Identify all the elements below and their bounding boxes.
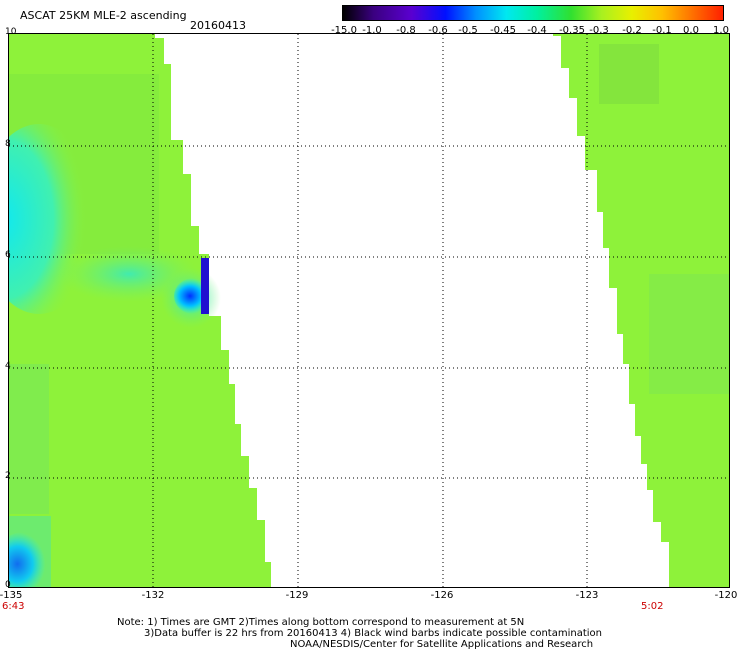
right-swath-shade <box>649 274 729 394</box>
latitude-label: 10 <box>5 27 17 37</box>
colorbar-label: -0.6 <box>428 25 448 36</box>
latitude-label: 6 <box>5 250 11 260</box>
colorbar-label: -0.45 <box>490 25 516 36</box>
map-plot <box>8 33 730 588</box>
longitude-label: -132 <box>141 590 165 601</box>
left-swath-shade <box>9 364 49 514</box>
note-line-1: Note: 1) Times are GMT 2)Times along bot… <box>117 617 525 628</box>
colorbar <box>342 5 724 21</box>
right-swath-shade <box>599 44 659 104</box>
latitude-label: 0 <box>5 580 11 590</box>
colorbar-label: -0.8 <box>396 25 416 36</box>
latitude-label: 4 <box>5 361 11 371</box>
wind-swath-map <box>9 34 729 587</box>
colorbar-label: -0.35 <box>559 25 585 36</box>
latitude-label: 8 <box>5 139 11 149</box>
note-line-2: 3)Data buffer is 22 hrs from 20160413 4)… <box>144 628 602 639</box>
blue-corner-region <box>9 532 51 587</box>
colorbar-label: 0.0 <box>683 25 699 36</box>
colorbar-label: -1.0 <box>362 25 382 36</box>
graticule <box>9 34 729 587</box>
map-title: ASCAT 25KM MLE-2 ascending <box>20 9 187 22</box>
colorbar-label: -0.2 <box>622 25 642 36</box>
pass-time-right: 5:02 <box>641 601 664 612</box>
colorbar-label: -0.4 <box>527 25 547 36</box>
cyan-corner-region <box>9 516 51 587</box>
longitude-label: -126 <box>430 590 454 601</box>
longitude-label: -123 <box>575 590 599 601</box>
note-line-3: NOAA/NESDIS/Center for Satellite Applica… <box>290 639 594 650</box>
colorbar-labels: -15.0 -1.0 -0.8 -0.6 -0.5 -0.45 -0.4 -0.… <box>0 25 740 39</box>
dark-blue-strip <box>201 258 209 314</box>
colorbar-label: -15.0 <box>331 25 357 36</box>
longitude-label: -120 <box>714 590 738 601</box>
latitude-label: 2 <box>5 471 11 481</box>
map-date: 20160413 <box>190 19 246 32</box>
colorbar-label: 1.0 <box>713 25 729 36</box>
pass-time-left: 6:43 <box>2 601 25 612</box>
longitude-label: -129 <box>285 590 309 601</box>
colorbar-label: -0.5 <box>458 25 478 36</box>
colorbar-label: -0.3 <box>589 25 609 36</box>
longitude-label: -135 <box>0 590 23 601</box>
colorbar-label: -0.1 <box>652 25 672 36</box>
right-swath <box>553 34 729 587</box>
